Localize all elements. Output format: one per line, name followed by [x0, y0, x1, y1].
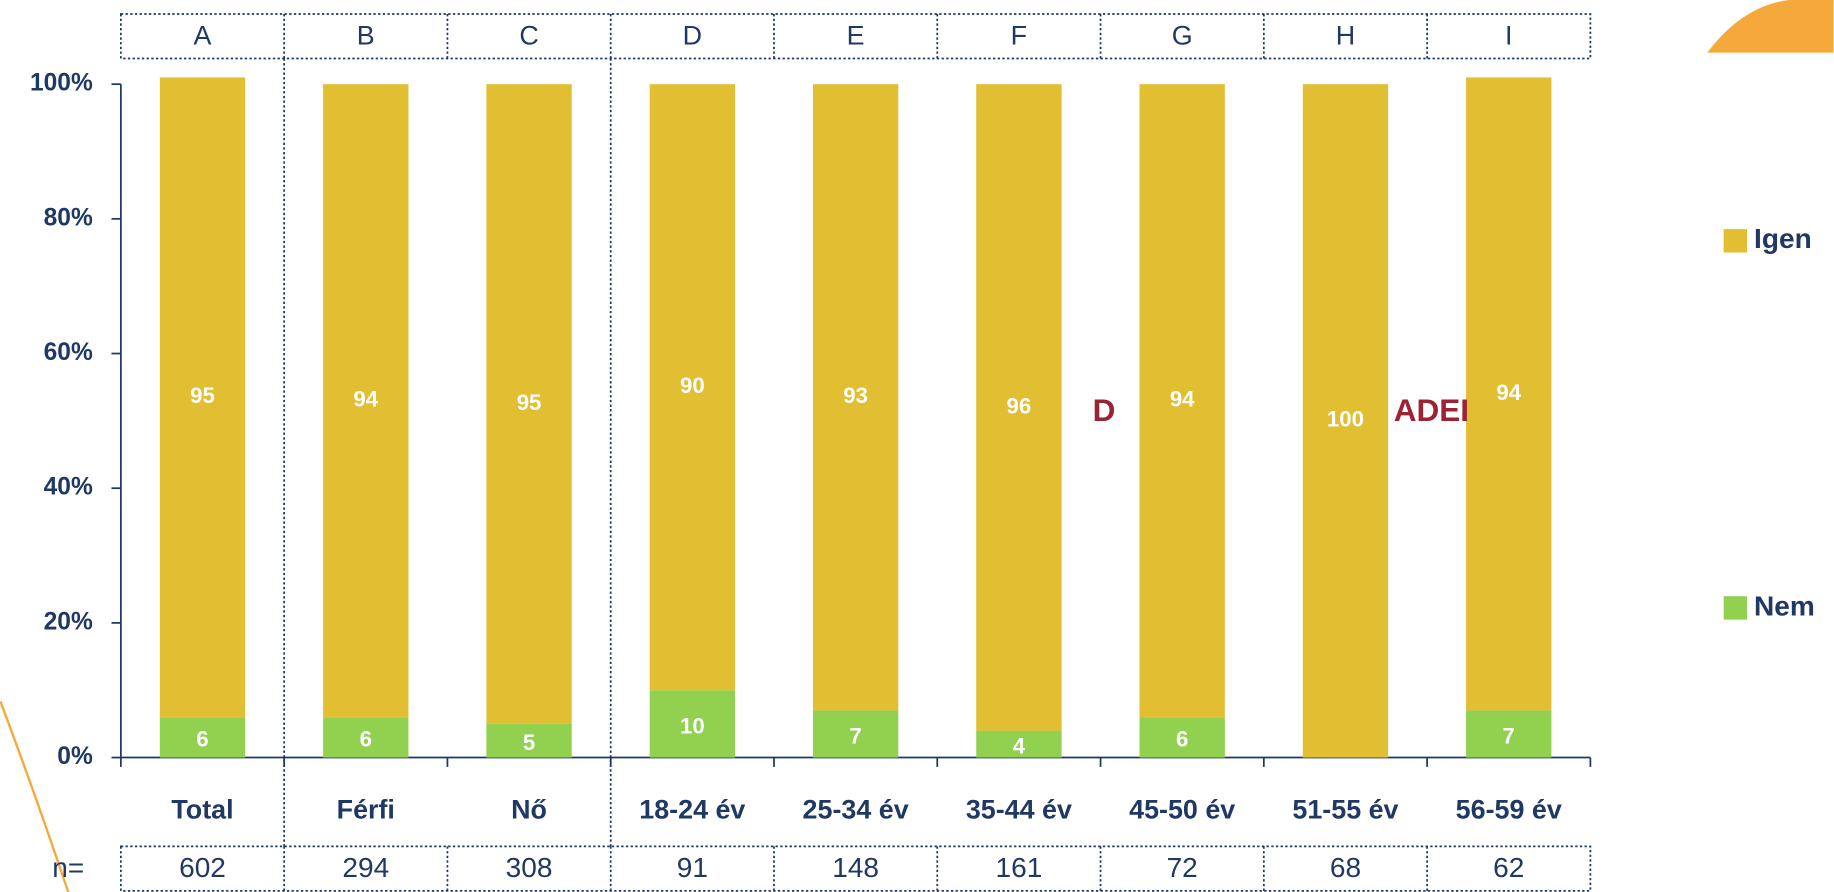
x-tick-label: 56-59 év — [1456, 794, 1562, 824]
n-value: 91 — [677, 852, 708, 883]
y-tick-label: 60% — [44, 339, 93, 366]
column-letter: A — [194, 21, 212, 51]
n-value: 161 — [996, 852, 1043, 883]
n-value: 602 — [179, 852, 226, 883]
y-tick-label: 20% — [44, 608, 93, 635]
data-label: 90 — [680, 373, 705, 398]
page: {"chart_data": { "type": "stacked_bar", … — [0, 0, 1834, 892]
annotation: ADEI — [1394, 392, 1469, 428]
data-label: 95 — [190, 383, 215, 408]
x-tick-label: 35-44 év — [966, 794, 1072, 824]
legend-swatch — [1724, 596, 1747, 619]
y-tick-label: 40% — [44, 474, 93, 501]
y-tick-label: 80% — [44, 204, 93, 231]
legend-swatch — [1724, 229, 1747, 252]
n-value: 72 — [1167, 852, 1198, 883]
data-label: 93 — [843, 383, 868, 408]
column-letter: H — [1336, 21, 1355, 51]
n-label: n= — [52, 852, 84, 883]
legend-label: Nem — [1754, 590, 1815, 621]
y-tick-label: 0% — [57, 743, 93, 770]
chart: 0% 20% 40% 60% 80% 100% n= A Total 602 6 95 B Férfi 29… — [0, 0, 1834, 892]
column-letter: D — [683, 21, 702, 51]
data-label: 6 — [1176, 727, 1188, 752]
data-label: 10 — [680, 713, 705, 738]
x-tick-label: 51-55 év — [1292, 794, 1398, 824]
column-letter: B — [357, 21, 375, 51]
legend-label: Igen — [1754, 223, 1812, 254]
data-label: 5 — [523, 730, 535, 755]
column-letter: E — [847, 21, 865, 51]
data-label: 96 — [1007, 393, 1032, 418]
decor-shape — [1707, 0, 1833, 53]
column-letter: C — [519, 21, 538, 51]
x-tick-label: Total — [171, 794, 233, 824]
data-label: 7 — [1503, 723, 1515, 748]
x-tick-label: Nő — [511, 794, 547, 824]
column-letter: G — [1172, 21, 1193, 51]
data-label: 6 — [360, 727, 372, 752]
x-tick-label: 18-24 év — [639, 794, 745, 824]
data-label: 100 — [1327, 407, 1364, 432]
column-letter: I — [1505, 21, 1512, 51]
y-tick-label: 100% — [30, 70, 93, 97]
x-tick-label: Férfi — [337, 794, 395, 824]
data-label: 94 — [353, 387, 378, 412]
n-value: 308 — [506, 852, 553, 883]
data-label: 94 — [1170, 387, 1195, 412]
data-label: 6 — [196, 727, 208, 752]
n-value: 68 — [1330, 852, 1361, 883]
data-label: 94 — [1496, 380, 1521, 405]
n-value: 62 — [1493, 852, 1524, 883]
x-tick-label: 25-34 év — [803, 794, 909, 824]
n-value: 148 — [832, 852, 879, 883]
annotation: D — [1093, 392, 1116, 428]
data-label: 7 — [849, 723, 861, 748]
data-label: 4 — [1013, 733, 1026, 758]
x-tick-label: 45-50 év — [1129, 794, 1235, 824]
column-letter: F — [1011, 21, 1027, 51]
n-value: 294 — [342, 852, 389, 883]
data-label: 95 — [517, 390, 542, 415]
